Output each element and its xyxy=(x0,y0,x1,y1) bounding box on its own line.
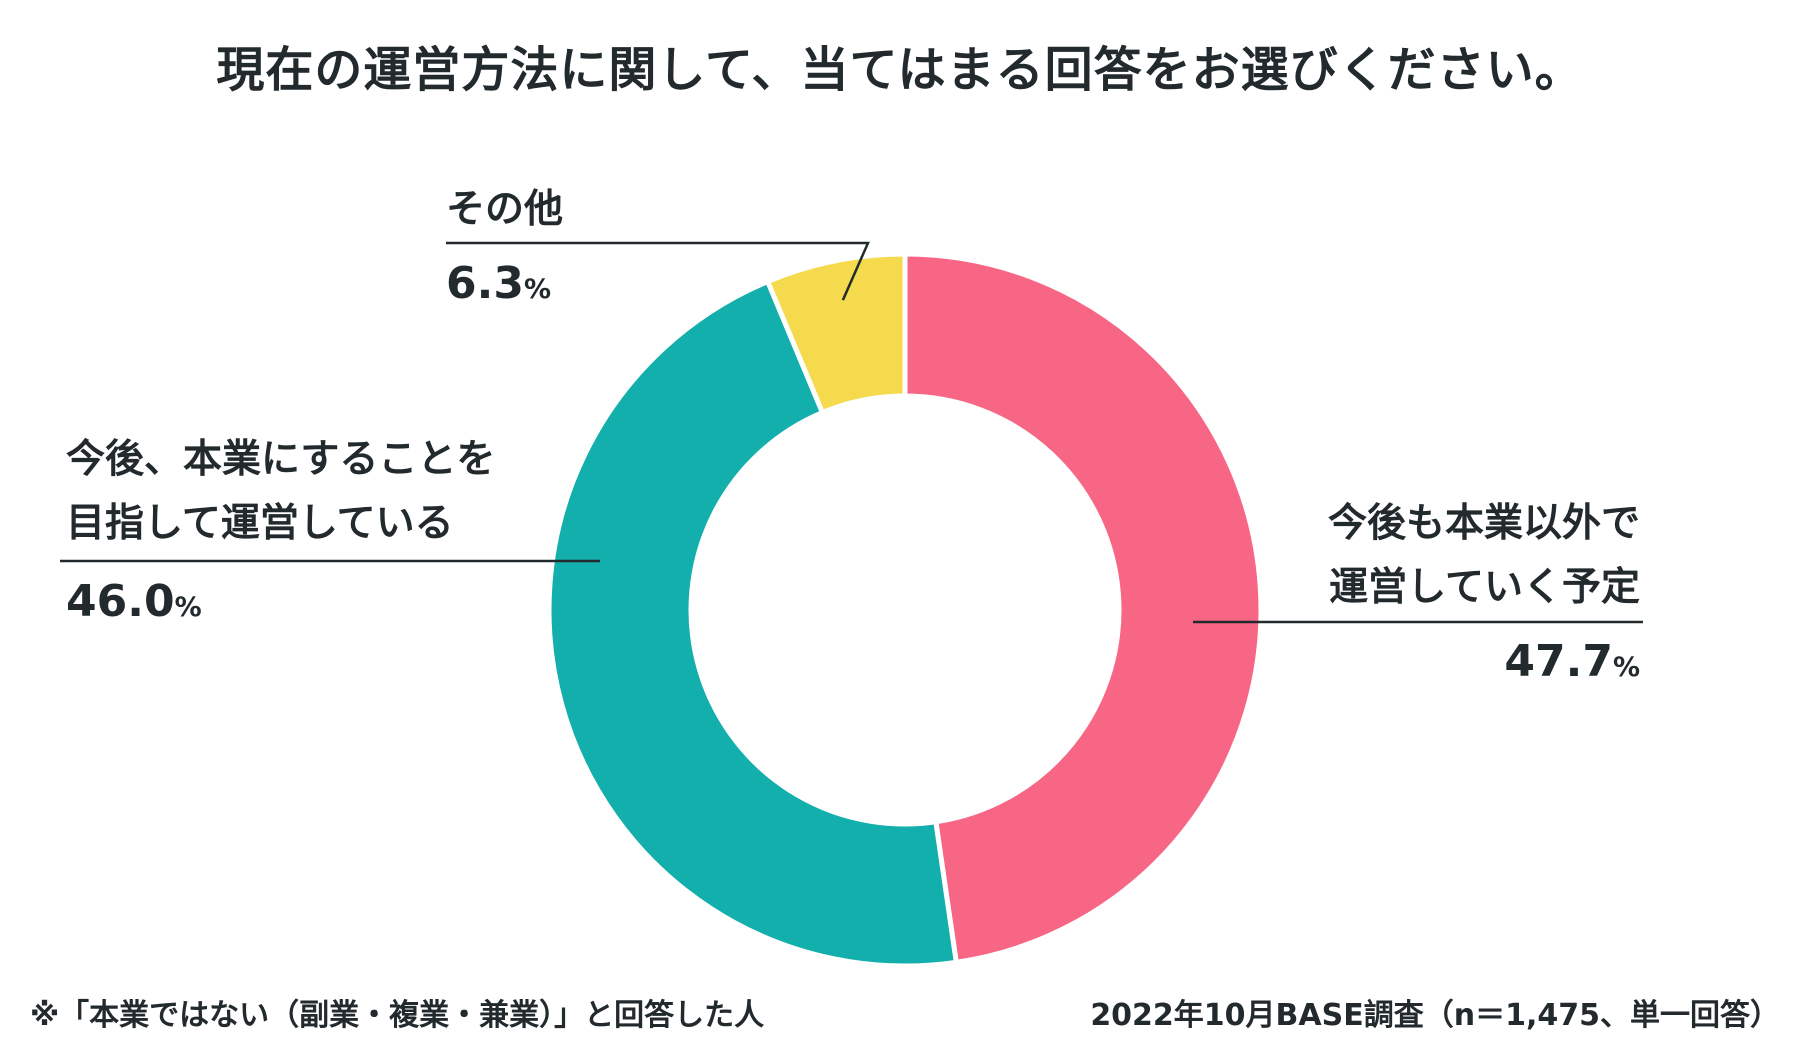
label-slice-0-value: 47.7% xyxy=(1504,636,1640,687)
label-slice-1-line-1: 今後、本業にすることを xyxy=(66,437,496,482)
label-slice-0-line-2: 運営していく予定 xyxy=(1329,565,1640,610)
label-slice-1-line-2: 目指して運営している xyxy=(66,501,454,546)
source-note: 2022年10月BASE調査（n＝1,475、単一回答） xyxy=(1090,998,1780,1033)
donut-slice-0 xyxy=(902,251,1264,966)
footnote: ※「本業ではない（副業・複業・兼業）」と回答した人 xyxy=(30,998,765,1033)
label-slice-1-value: 46.0% xyxy=(66,576,202,627)
donut-slice-2 xyxy=(764,251,908,416)
label-slice-0: 今後も本業以外で 運営していく予定 47.7% xyxy=(1328,492,1640,698)
label-slice-1: 今後、本業にすることを 目指して運営している 46.0% xyxy=(66,428,495,638)
label-slice-2: その他 6.3% xyxy=(446,178,563,320)
leader-line-slice-2 xyxy=(446,241,870,301)
label-slice-0-line-1: 今後も本業以外で xyxy=(1327,501,1640,546)
donut-slice-1 xyxy=(546,278,960,969)
label-slice-2-line-1: その他 xyxy=(446,187,564,232)
label-slice-2-value: 6.3% xyxy=(446,258,552,309)
chart-title: 現在の運営方法に関して、当てはまる回答をお選びください。 xyxy=(216,42,1584,98)
